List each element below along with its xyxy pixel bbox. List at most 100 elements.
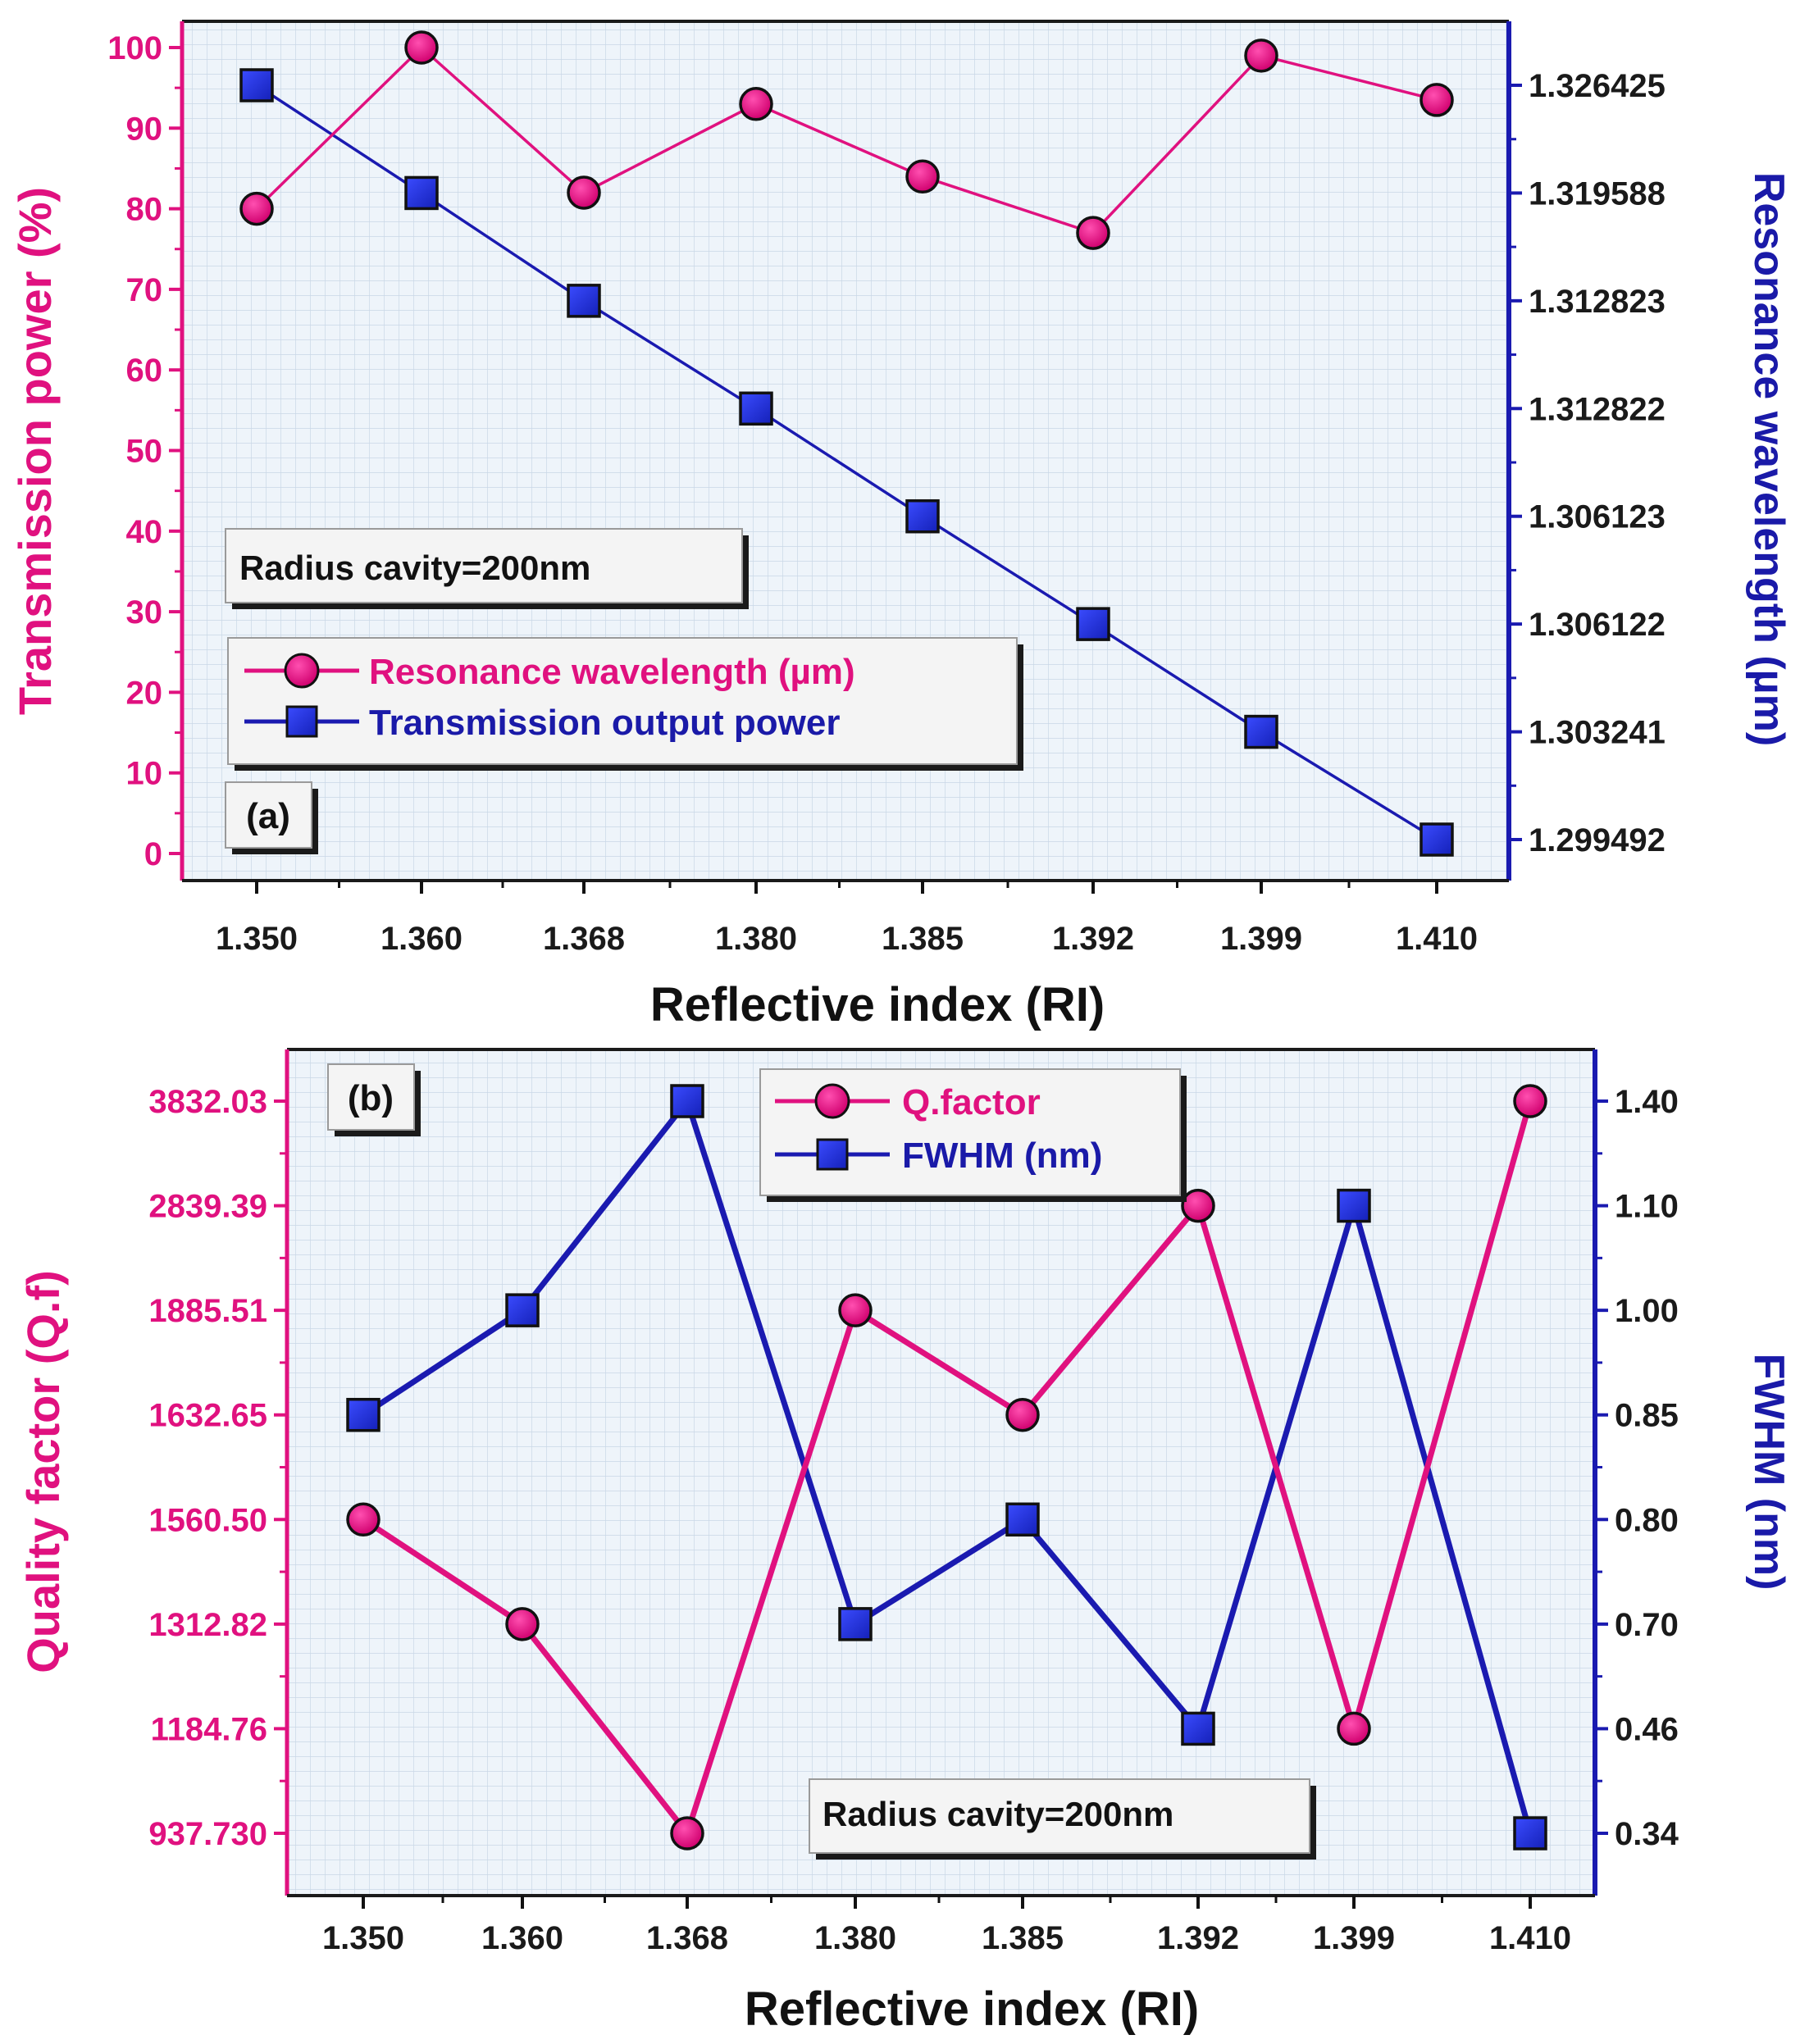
panel-b-fwhm-line (362, 1098, 1533, 1834)
panel-b-right-tick-label: 1.10 (1615, 1189, 1679, 1225)
panel-b-left-tick-label: 1312.82 (148, 1607, 267, 1643)
panel-a-legend-label-2: Transmission output power (369, 703, 841, 743)
panel-a-resonance-line (255, 46, 1438, 234)
panel-a-x-tick-label: 1.385 (882, 921, 964, 957)
panel-a-x-tick-label: 1.392 (1052, 921, 1134, 957)
panel-b-right-axis-title: FWHM (nm) (1745, 1354, 1793, 1591)
panel-a-x-tick-label: 1.399 (1220, 921, 1302, 957)
panel-a-transmission-point (1419, 822, 1454, 857)
legend-circle-icon (284, 653, 320, 689)
panel-b: 937.730 1184.76 1312.82 1560.50 1632.65 1885.… (17, 1048, 1793, 2036)
panel-a-right-tick-label: 1.312822 (1529, 391, 1666, 427)
legend-square-icon (816, 1138, 849, 1171)
panel-b-left-tick-label: 3832.03 (148, 1084, 267, 1120)
panel-a-left-tick-label: 0 (144, 836, 162, 872)
panel-a-left-tick-label: 10 (126, 756, 163, 792)
panel-a-left-tick-label: 80 (126, 192, 163, 228)
panel-a-right-tick-label: 1.299492 (1529, 822, 1666, 858)
panel-b-right-tick-label: 1.40 (1615, 1084, 1679, 1120)
panel-b-annotation-box: Radius cavity=200nm (809, 1778, 1316, 1860)
panel-b-qfactor-point (670, 1816, 704, 1851)
panel-a-transmission-line (256, 84, 1438, 841)
panel-b-x-tick-label: 1.368 (646, 1920, 728, 1956)
panel-a-left-tick-label: 40 (126, 514, 163, 550)
panel-b-qfactor-point (505, 1607, 540, 1641)
panel-b-left-tick-label: 1184.76 (151, 1711, 267, 1747)
panel-b-right-tick-label: 0.80 (1615, 1502, 1679, 1538)
panel-a-left-tick-label: 100 (107, 30, 162, 66)
panel-a-transmission-point (1076, 607, 1110, 641)
panel-a-right-tick-label: 1.319588 (1529, 175, 1666, 212)
legend-square-icon (285, 705, 318, 738)
panel-a-left-tick-label: 50 (126, 434, 163, 470)
panel-a-x-tick-label: 1.410 (1396, 921, 1478, 957)
panel-a-resonance-point (1076, 216, 1110, 250)
panel-b-x-tick-label: 1.360 (481, 1920, 563, 1956)
panel-b-x-axis-title: Reflective index (RI) (745, 1983, 1199, 2036)
panel-a-right-tick-label: 1.306122 (1529, 607, 1666, 643)
panel-b-x-tick-label: 1.380 (814, 1920, 896, 1956)
panel-b-tag: (b) (327, 1063, 421, 1136)
panel-b-right-tick-label: 0.70 (1615, 1607, 1679, 1643)
panel-a-resonance-point (1419, 83, 1454, 117)
panel-b-left-axis-title: Quality factor (Q.f) (17, 1270, 69, 1673)
panel-b-annotation: Radius cavity=200nm (823, 1795, 1173, 1833)
panel-b-x-tick-label: 1.410 (1489, 1920, 1571, 1956)
panel-a-resonance-point (739, 87, 773, 121)
panel-b-fwhm-point (1181, 1711, 1215, 1746)
panel-b-fwhm-point (505, 1293, 540, 1327)
panel-b-qfactor-point (1513, 1084, 1547, 1118)
panel-b-x-tick-label: 1.399 (1313, 1920, 1395, 1956)
panel-a-x-tick-label: 1.380 (715, 921, 797, 957)
panel-b-legend-label-1: Q.factor (902, 1082, 1041, 1122)
panel-a: 0 10 20 30 40 50 60 70 80 90 100 1.299492 1.303241 1… (9, 20, 1793, 1031)
panel-b-fwhm-point (670, 1084, 704, 1118)
panel-a-left-axis-title: Transmission power (%) (9, 187, 61, 715)
panel-a-legend-label-1: Resonance wavelength (µm) (369, 652, 855, 692)
panel-a-resonance-point (567, 175, 601, 210)
panel-a-x-tick-label: 1.360 (381, 921, 463, 957)
panel-b-left-tick-label: 1560.50 (148, 1502, 267, 1538)
panel-a-left-tick-label: 90 (126, 111, 163, 147)
panel-a-resonance-point (1244, 39, 1278, 73)
panel-a-transmission-point (905, 498, 940, 534)
panel-b-qfactor-point (838, 1293, 873, 1327)
panel-a-transmission-point (739, 391, 773, 426)
panel-a-right-tick-label: 1.306123 (1529, 499, 1666, 535)
panel-b-x-tick-label: 1.385 (982, 1920, 1064, 1956)
panel-a-transmission-point (239, 68, 274, 102)
panel-a-annotation-box: Radius cavity=200nm (225, 528, 749, 609)
panel-a-transmission-point (1244, 714, 1278, 749)
panel-b-qfactor-point (1181, 1188, 1215, 1223)
panel-b-fwhm-point (1513, 1816, 1547, 1851)
panel-b-right-tick-label: 0.34 (1615, 1816, 1679, 1852)
panel-b-x-tick-label: 1.350 (322, 1920, 404, 1956)
panel-a-resonance-point (905, 159, 940, 194)
panel-a-left-tick-label: 70 (126, 272, 163, 308)
panel-a-left-tick-label: 20 (126, 675, 163, 711)
panel-b-right-tick-label: 1.00 (1615, 1293, 1679, 1329)
panel-a-right-tick-label: 1.303241 (1529, 715, 1666, 751)
panel-a-right-tick-label: 1.326425 (1529, 68, 1666, 104)
panel-b-left-tick-label: 1632.65 (148, 1398, 267, 1434)
panel-a-tag: (a) (225, 781, 318, 854)
panel-a-x-tick-label: 1.350 (216, 921, 298, 957)
panel-a-annotation: Radius cavity=200nm (239, 549, 590, 587)
panel-b-label: (b) (348, 1078, 394, 1118)
legend-circle-icon (814, 1083, 850, 1119)
panel-b-qfactor-point (346, 1502, 381, 1537)
panel-a-label: (a) (246, 796, 290, 836)
panel-b-legend-label-2: FWHM (nm) (902, 1136, 1102, 1176)
panel-b-qfactor-line (362, 1100, 1533, 1837)
panel-b-right-tick-label: 0.85 (1615, 1398, 1679, 1434)
panel-b-fwhm-point (346, 1397, 381, 1432)
panel-b-qfactor-point (1005, 1397, 1040, 1432)
panel-a-left-tick-label: 60 (126, 353, 163, 389)
panel-a-legend: Resonance wavelength (µm) Transmission o… (227, 637, 1023, 771)
panel-b-fwhm-point (1005, 1502, 1040, 1537)
panel-b-left-tick-label: 937.730 (148, 1816, 267, 1852)
panel-a-x-axis-title: Reflective index (RI) (650, 978, 1105, 1031)
panel-a-transmission-point (567, 284, 601, 318)
